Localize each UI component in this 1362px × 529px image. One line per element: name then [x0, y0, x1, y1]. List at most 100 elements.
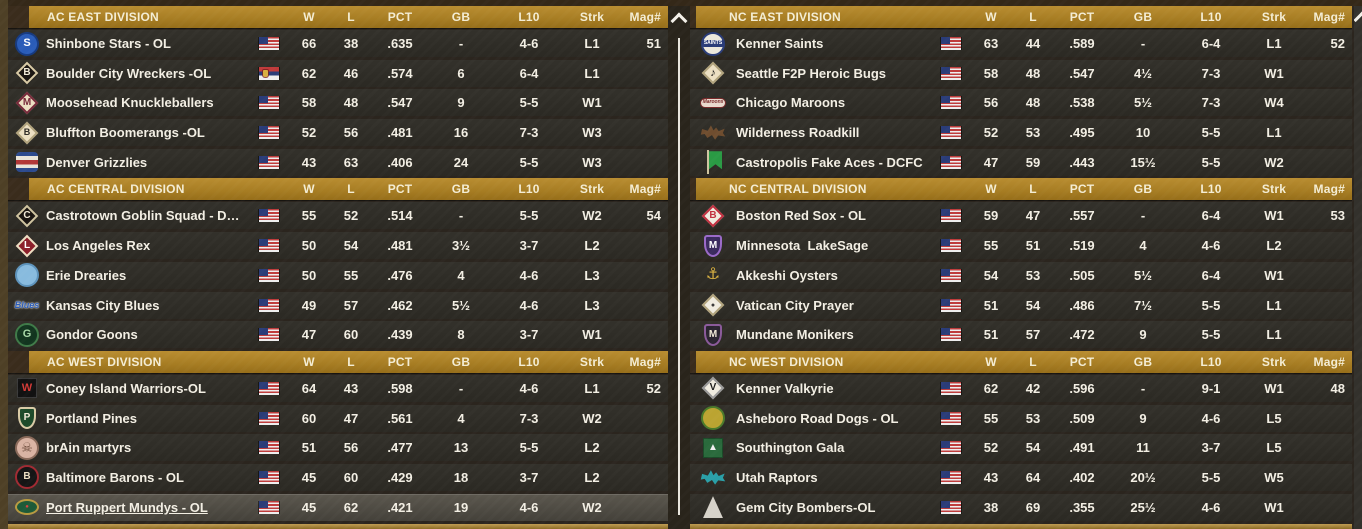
team-logo[interactable]: ●: [8, 494, 46, 520]
team-name-link[interactable]: Chicago Maroons: [736, 95, 846, 111]
team-row[interactable]: V Kenner Valkyrie 62 42 .596 - 9-1 W1 48: [690, 374, 1352, 402]
team-logo[interactable]: SAINTS: [690, 31, 736, 57]
team-row[interactable]: B Boulder City Wreckers -OL 62 46 .574 6 6-4 L1: [8, 59, 668, 87]
team-row[interactable]: B Bluffton Boomerangs -OL 52 56 .481 16 7-3 W3: [8, 119, 668, 147]
team-row[interactable]: Denver Grizzlies 43 63 .406 24 5-5 W3: [8, 148, 668, 176]
scrollbar-thumb[interactable]: [678, 38, 680, 515]
column-header-w[interactable]: W: [303, 354, 315, 369]
team-row[interactable]: B Boston Red Sox - OL 59 47 .557 - 6-4 W1 53: [690, 202, 1352, 230]
column-header-w[interactable]: W: [985, 354, 997, 369]
team-logo[interactable]: M: [8, 90, 46, 116]
column-header-gb[interactable]: GB: [451, 354, 471, 369]
team-row[interactable]: ▲ Southington Gala 52 54 .491 11 3-7 L5: [690, 434, 1352, 462]
column-header-l[interactable]: L: [1029, 182, 1037, 197]
team-logo[interactable]: B: [690, 203, 736, 229]
team-row[interactable]: Asheboro Road Dogs - OL 55 53 .509 9 4-6 L5: [690, 404, 1352, 432]
team-logo[interactable]: [8, 149, 46, 175]
team-logo[interactable]: G: [8, 322, 46, 348]
team-name-link[interactable]: Utah Raptors: [736, 469, 818, 485]
team-name-link[interactable]: Portland Pines: [46, 410, 138, 426]
team-row[interactable]: L Los Angeles Rex 50 54 .481 3½ 3-7 L2: [8, 232, 668, 260]
team-logo[interactable]: ●: [690, 292, 736, 318]
column-header-l10[interactable]: L10: [518, 354, 540, 369]
column-header-w[interactable]: W: [303, 182, 315, 197]
column-header-mag[interactable]: Mag#: [1313, 182, 1345, 197]
team-row[interactable]: Blues Kansas City Blues 49 57 .462 5½ 4-6 L3: [8, 291, 668, 319]
column-header-l[interactable]: L: [347, 182, 355, 197]
division-title[interactable]: AC EAST DIVISION: [47, 10, 159, 24]
team-name-link[interactable]: Akkeshi Oysters: [736, 267, 838, 283]
team-row[interactable]: B Baltimore Barons - OL 45 60 .429 18 3-7 L2: [8, 463, 668, 491]
team-name-link[interactable]: Gondor Goons: [46, 327, 138, 343]
column-header-l10[interactable]: L10: [1200, 10, 1222, 24]
team-row[interactable]: ☠ brAin martyrs 51 56 .477 13 5-5 L2: [8, 434, 668, 462]
column-header-mag[interactable]: Mag#: [1313, 10, 1345, 24]
division-title[interactable]: NC CENTRAL DIVISION: [729, 182, 867, 197]
column-header-w[interactable]: W: [985, 10, 997, 24]
team-row[interactable]: P Portland Pines 60 47 .561 4 7-3 W2: [8, 404, 668, 432]
column-header-w[interactable]: W: [303, 10, 315, 24]
team-logo[interactable]: [690, 494, 736, 520]
scroll-up-icon[interactable]: [670, 12, 688, 30]
team-row[interactable]: ⚓ Akkeshi Oysters 54 53 .505 5½ 6-4 W1: [690, 261, 1352, 289]
column-header-gb[interactable]: GB: [451, 182, 471, 197]
team-logo[interactable]: ▲: [690, 435, 736, 461]
team-logo[interactable]: [690, 120, 736, 146]
column-header-pct[interactable]: PCT: [387, 182, 413, 197]
column-header-pct[interactable]: PCT: [387, 354, 413, 369]
team-logo[interactable]: B: [8, 464, 46, 490]
column-header-strk[interactable]: Strk: [1261, 354, 1287, 369]
team-row[interactable]: C Castrotown Goblin Squad - DCFC 55 52 .514 -…: [8, 202, 668, 230]
column-header-gb[interactable]: GB: [1133, 10, 1153, 24]
team-row[interactable]: S Shinbone Stars - OL 66 38 .635 - 4-6 L1 51: [8, 30, 668, 57]
team-name-link[interactable]: Minnesota LakeSage: [736, 238, 869, 254]
team-name-link[interactable]: Gem City Bombers-OL: [736, 499, 876, 515]
team-logo[interactable]: [690, 464, 736, 490]
team-name-link[interactable]: Southington Gala: [736, 440, 845, 456]
column-header-mag[interactable]: Mag#: [629, 354, 661, 369]
team-name-link[interactable]: Moosehead Knuckleballers: [46, 95, 214, 111]
team-logo[interactable]: S: [8, 31, 46, 57]
team-row[interactable]: Utah Raptors 43 64 .402 20½ 5-5 W5: [690, 463, 1352, 491]
team-name-link[interactable]: Boulder City Wreckers -OL: [46, 65, 212, 81]
team-row[interactable]: M Minnesota LakeSage 55 51 .519 4 4-6 L2: [690, 232, 1352, 260]
team-logo[interactable]: P: [8, 405, 46, 431]
division-title[interactable]: NC EAST DIVISION: [729, 10, 841, 24]
team-logo[interactable]: ☠: [8, 435, 46, 461]
team-row[interactable]: Maroons Chicago Maroons 56 48 .538 5½ 7-3 W4: [690, 89, 1352, 117]
team-name-link[interactable]: Erie Drearies: [46, 267, 127, 283]
team-name-link[interactable]: Port Ruppert Mundys - OL: [46, 499, 208, 515]
team-name-link[interactable]: Shinbone Stars - OL: [46, 36, 171, 51]
column-header-gb[interactable]: GB: [451, 10, 471, 24]
team-logo[interactable]: Blues: [8, 292, 46, 318]
division-title[interactable]: NC WEST DIVISION: [729, 354, 844, 369]
column-header-strk[interactable]: Strk: [579, 182, 605, 197]
team-row[interactable]: M Moosehead Knuckleballers 58 48 .547 9 5-5 W1: [8, 89, 668, 117]
team-logo[interactable]: B: [8, 60, 46, 86]
team-logo[interactable]: B: [8, 120, 46, 146]
team-name-link[interactable]: Bluffton Boomerangs -OL: [46, 125, 205, 141]
division-title[interactable]: AC WEST DIVISION: [47, 354, 162, 369]
team-logo[interactable]: ♪: [690, 60, 736, 86]
team-row[interactable]: Castropolis Fake Aces - DCFC 47 59 .443 15½ 5…: [690, 148, 1352, 176]
column-header-l[interactable]: L: [347, 10, 355, 24]
team-logo[interactable]: [690, 149, 736, 175]
column-header-l[interactable]: L: [1029, 10, 1037, 24]
team-name-link[interactable]: Seattle F2P Heroic Bugs: [736, 65, 887, 81]
team-name-link[interactable]: Coney Island Warriors-OL: [46, 380, 206, 396]
column-header-l10[interactable]: L10: [518, 182, 540, 197]
team-row[interactable]: G Gondor Goons 47 60 .439 8 3-7 W1: [8, 321, 668, 349]
column-header-l10[interactable]: L10: [1200, 354, 1222, 369]
right-scrollbar[interactable]: [1354, 6, 1362, 529]
scroll-up-icon[interactable]: [1354, 11, 1362, 29]
team-row[interactable]: ● Port Ruppert Mundys - OL 45 62 .421 19 4-6 W2: [8, 493, 668, 521]
team-row[interactable]: ● Vatican City Prayer 51 54 .486 7½ 5-5 L1: [690, 291, 1352, 319]
team-logo[interactable]: [8, 262, 46, 288]
team-name-link[interactable]: Castropolis Fake Aces - DCFC: [736, 154, 923, 170]
team-logo[interactable]: M: [690, 233, 736, 259]
middle-scrollbar[interactable]: [668, 6, 690, 529]
team-logo[interactable]: ⚓: [690, 262, 736, 288]
column-header-l10[interactable]: L10: [1200, 182, 1222, 197]
column-header-strk[interactable]: Strk: [579, 354, 605, 369]
column-header-l[interactable]: L: [1029, 354, 1037, 369]
